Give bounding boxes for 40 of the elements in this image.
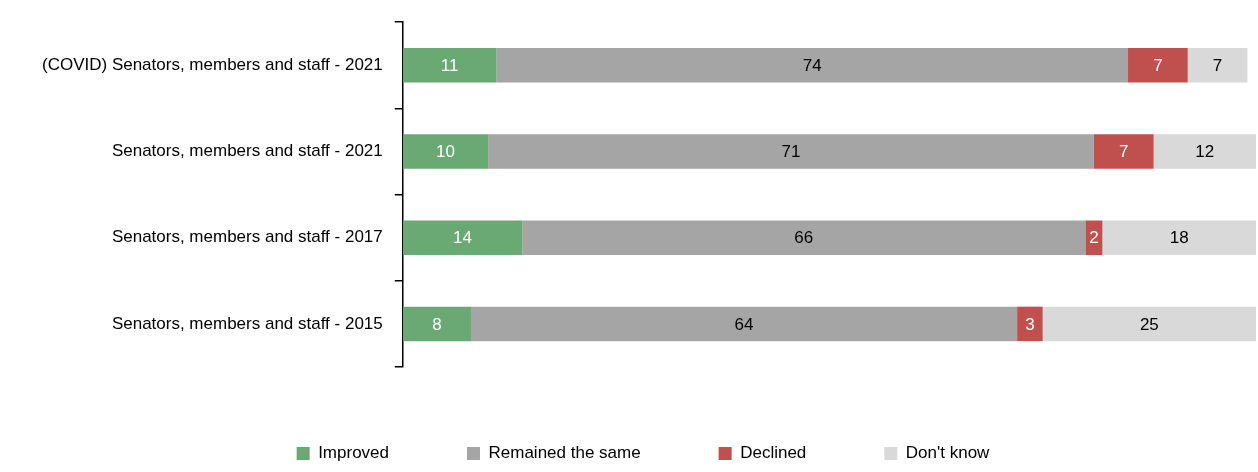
legend-label: Don't know [905,443,991,463]
bar [402,134,489,169]
y-tick-label: (COVID) Senators, members and staff - 2021 [41,54,383,74]
data-label: 7 [1153,55,1163,75]
legend-label: Remained the same [488,443,641,463]
data-label: 18 [1169,228,1189,248]
bar [1102,220,1256,255]
data-label: 7 [1119,142,1129,162]
bar [1093,134,1154,169]
data-label: 8 [432,314,442,334]
legend-label: Declined [740,443,807,463]
bar [1153,134,1256,169]
data-label: 25 [1139,314,1159,334]
bar [1017,306,1043,342]
bar [496,48,1129,83]
bar [488,134,1094,169]
data-label: 11 [440,55,459,75]
y-tick-label: Senators, members and staff - 2021 [111,141,383,161]
bar [402,220,523,255]
y-tick-label: Senators, members and staff - 2015 [111,313,383,333]
bar [1128,48,1188,83]
legend-label: Improved [318,443,390,463]
bar [402,306,472,342]
data-label: 10 [435,142,455,162]
data-label: 12 [1195,142,1215,162]
data-label: 66 [794,228,814,248]
data-label: 2 [1089,228,1099,248]
data-label: 74 [802,55,822,75]
data-label: 71 [781,142,801,162]
bar [402,48,497,83]
data-label: 3 [1025,314,1035,334]
data-label: 7 [1212,55,1223,75]
bar [1042,306,1256,342]
bar [471,306,1018,342]
data-label: 64 [734,314,754,334]
y-tick-label: Senators, members and staff - 2017 [111,227,383,247]
bar [522,220,1086,255]
data-label: 14 [453,228,472,248]
bar [1085,220,1103,255]
bar [1187,48,1248,83]
